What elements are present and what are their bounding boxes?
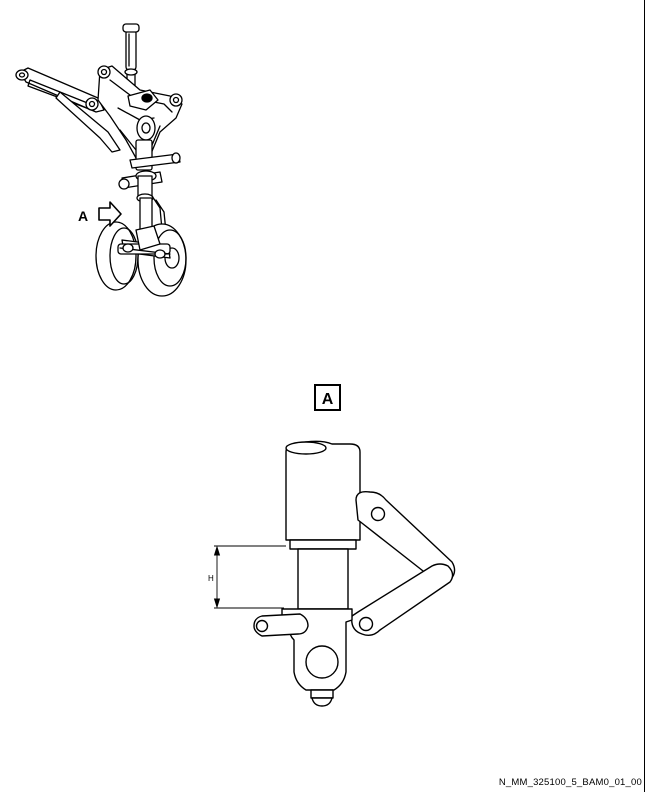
sliding-piston — [297, 548, 349, 610]
frame-border — [644, 0, 645, 792]
lower-torque-link — [351, 563, 454, 637]
main-cylinder — [285, 440, 361, 541]
view-arrow-label: A — [78, 208, 88, 224]
figure-reference: N_MM_325100_5_BAM0_01_00 — [498, 777, 642, 788]
shock-strut — [118, 139, 181, 241]
side-lug — [253, 613, 309, 637]
view-arrow-a — [98, 201, 122, 227]
gland-collar — [289, 539, 357, 550]
drag-brace-arm — [15, 67, 121, 153]
wheel-assembly — [95, 221, 187, 297]
bottom-nut — [310, 689, 334, 707]
trunnion-frame — [85, 65, 183, 159]
view-label-box — [314, 384, 341, 411]
dimension-h — [213, 545, 286, 609]
view-label: A — [322, 391, 334, 408]
dimension-label: H — [208, 574, 214, 583]
